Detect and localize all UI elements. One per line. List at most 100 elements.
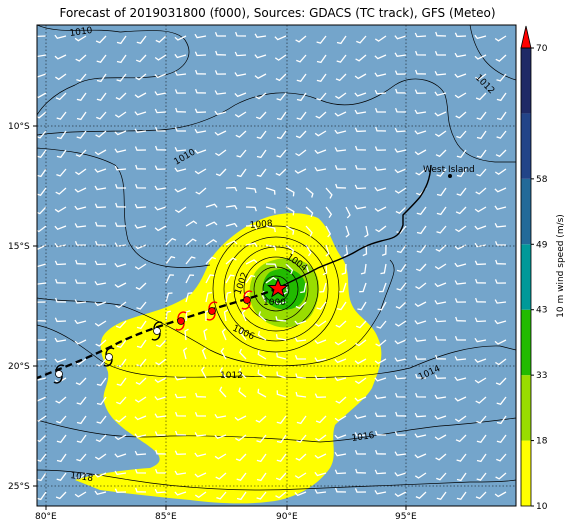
- wind-barb: [494, 279, 507, 284]
- wind-barb: [225, 291, 232, 303]
- wind-barb: [134, 203, 147, 209]
- wind-barb: [374, 430, 387, 436]
- wind-barb: [154, 165, 167, 170]
- wind-barb: [74, 491, 87, 498]
- wind-barb: [476, 472, 487, 481]
- wind-barb: [335, 183, 347, 189]
- wind-barb: [154, 185, 167, 191]
- wind-barb: [496, 453, 507, 462]
- wind-barb: [414, 69, 427, 75]
- wind-barb: [300, 282, 307, 294]
- x-tick-label: 80°E: [35, 512, 57, 522]
- wind-barb: [37, 396, 47, 402]
- wind-barb: [76, 92, 87, 102]
- wind-barb: [345, 206, 351, 219]
- wind-barb: [334, 111, 347, 117]
- wind-barb: [374, 166, 387, 171]
- wind-barb: [194, 149, 207, 154]
- wind-barb: [205, 291, 212, 303]
- wind-barb: [345, 225, 350, 238]
- wind-barb: [225, 186, 238, 192]
- wind-barb: [296, 434, 307, 443]
- wind-barb: [37, 130, 47, 139]
- tc-symbol: [103, 347, 115, 367]
- wind-barb: [374, 89, 387, 95]
- tc-symbols: [53, 290, 253, 384]
- wind-barb: [336, 35, 347, 45]
- wind-barb: [54, 242, 67, 248]
- y-tick-label: 10°S: [8, 122, 30, 132]
- past-track-line: [277, 164, 432, 289]
- wind-barb: [219, 386, 227, 398]
- wind-barb: [454, 73, 467, 78]
- wind-barb: [225, 222, 238, 228]
- wind-barb: [494, 187, 507, 193]
- wind-barb: [434, 415, 447, 420]
- wind-barb: [96, 377, 107, 387]
- wind-barb: [334, 129, 347, 135]
- wind-barb: [396, 244, 407, 254]
- wind-barb: [364, 225, 369, 238]
- wind-barb: [220, 347, 227, 360]
- wind-barb: [276, 352, 287, 360]
- wind-barb: [94, 221, 107, 227]
- wind-barb: [245, 259, 258, 265]
- wind-barb: [494, 319, 507, 325]
- wind-barb: [414, 472, 427, 479]
- wind-barb: [335, 92, 347, 100]
- colorbar-segment: [521, 244, 531, 310]
- wind-barb: [434, 434, 447, 441]
- wind-barb: [454, 52, 467, 58]
- wind-barb: [256, 168, 267, 178]
- wind-barb: [276, 371, 287, 379]
- wind-barb: [256, 149, 267, 159]
- wind-barb: [265, 276, 277, 284]
- wind-barb: [374, 490, 387, 495]
- wind-barb: [76, 111, 87, 121]
- wind-barb: [454, 396, 467, 402]
- wind-barb: [94, 240, 107, 246]
- wind-barb: [56, 453, 67, 463]
- wind-barb: [354, 92, 367, 97]
- wind-barb: [54, 317, 67, 323]
- wind-barb: [174, 470, 187, 476]
- wind-barb: [315, 415, 327, 424]
- wind-barb: [184, 328, 189, 341]
- wind-barb: [214, 413, 227, 419]
- wind-barb: [494, 223, 507, 228]
- wind-barb: [374, 358, 387, 365]
- wind-barb: [322, 263, 328, 276]
- wind-barb: [375, 339, 387, 347]
- wind-barb: [454, 356, 467, 361]
- wind-barb: [234, 31, 247, 37]
- wind-barb: [436, 225, 447, 234]
- wind-barb: [294, 355, 306, 360]
- wind-barb: [185, 292, 193, 303]
- wind-barb: [276, 149, 287, 158]
- wind-barb: [136, 339, 147, 349]
- wind-barb: [74, 319, 87, 325]
- wind-barb: [96, 73, 107, 83]
- colorbar-tick-label: 33: [536, 371, 547, 381]
- wind-barb: [37, 149, 47, 159]
- wind-barb: [334, 358, 347, 364]
- graticule: [37, 25, 516, 506]
- y-tick-label: 15°S: [8, 242, 30, 252]
- wind-barb: [205, 256, 217, 265]
- wind-barb: [234, 92, 247, 98]
- wind-barb: [54, 358, 67, 363]
- wind-barb: [225, 274, 235, 284]
- wind-barb: [114, 262, 127, 268]
- wind-barb: [74, 187, 87, 193]
- wind-barb: [165, 274, 174, 284]
- wind-barb: [134, 183, 147, 189]
- wind-barb: [305, 225, 313, 237]
- wind-barb: [194, 168, 207, 175]
- wind-barb: [194, 33, 207, 39]
- x-tick-label: 95°E: [395, 512, 417, 522]
- wind-barb: [245, 224, 258, 230]
- wind-barb: [136, 320, 147, 330]
- wind-barb: [359, 282, 367, 293]
- wind-barb: [374, 412, 387, 417]
- isobar-lines: [37, 25, 516, 491]
